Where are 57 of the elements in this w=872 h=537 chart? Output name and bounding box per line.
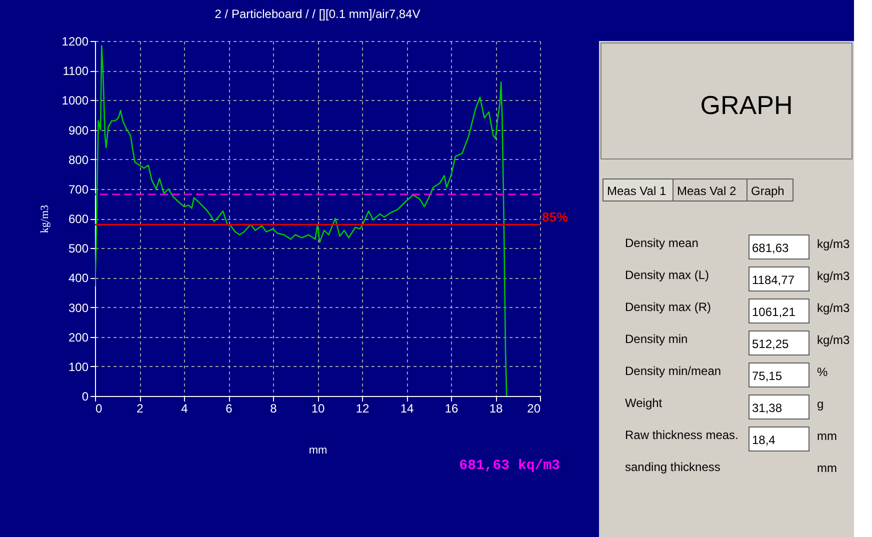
annotation: 85% <box>542 210 568 225</box>
text: 512,25 <box>752 337 790 351</box>
x-tick-label: 10 <box>311 402 325 416</box>
text: Meas Val 2 <box>677 184 736 198</box>
text: mm <box>817 461 837 475</box>
text: 1184,77 <box>752 273 795 287</box>
y-tick-label: 100 <box>68 360 89 374</box>
text: mm <box>817 429 837 443</box>
x-tick-label: 12 <box>356 402 370 416</box>
y-tick-label: 1000 <box>62 94 89 108</box>
text: 1061,21 <box>752 305 796 319</box>
y-tick-label: 1200 <box>62 34 89 48</box>
text: % <box>817 365 828 379</box>
text: Weight <box>625 396 663 410</box>
x-axis-title: mm <box>308 444 328 456</box>
x-tick-label: 16 <box>444 402 458 416</box>
y-tick-label: 300 <box>68 300 89 315</box>
text: Density min/mean <box>625 364 722 378</box>
text: kg/m3 <box>817 269 850 283</box>
line-series <box>95 45 508 396</box>
text: Density mean <box>625 236 698 250</box>
text: 18,4 <box>752 433 776 447</box>
y-tick-label: 500 <box>68 242 89 256</box>
y-tick-label: 700 <box>68 182 89 196</box>
x-tick-label: 14 <box>400 402 414 416</box>
text: Graph <box>751 184 784 198</box>
chart-title: 2 / Particleboard / / [][0.1 mm]/air7,84V <box>214 7 420 21</box>
x-tick-label: 2 <box>136 402 144 416</box>
y-tick-label: 200 <box>68 330 89 344</box>
text: Density max (R) <box>625 300 712 314</box>
x-tick-label: 6 <box>226 402 233 416</box>
y-tick-label: 900 <box>68 123 89 138</box>
text: kg/m3 <box>817 301 850 315</box>
text: Density min <box>625 332 688 346</box>
text: Density max (L) <box>625 268 710 282</box>
x-tick-label: 8 <box>270 402 278 416</box>
text: sanding thickness <box>625 460 720 474</box>
y-tick-label: 800 <box>68 152 89 167</box>
text: 681,63 kq/m3 <box>459 458 560 474</box>
text: g <box>817 397 824 411</box>
text: 31,38 <box>752 401 782 415</box>
text: kg/m3 <box>817 333 850 347</box>
y-tick-label: 400 <box>68 271 89 286</box>
x-tick-label: 0 <box>96 402 102 416</box>
text: 681,63 <box>752 241 790 255</box>
text: Raw thickness meas. <box>625 428 738 442</box>
x-tick-label: 20 <box>527 402 541 416</box>
y-tick-label: 0 <box>82 390 89 404</box>
x-tick-label: 4 <box>181 402 188 416</box>
x-tick-label: 18 <box>489 402 503 416</box>
y-tick-label: 600 <box>68 212 89 226</box>
text: 75,15 <box>752 369 782 383</box>
text: Meas Val 1 <box>607 184 666 198</box>
y-tick-label: 1100 <box>62 64 89 78</box>
y-axis-title: kg/m3 <box>38 204 51 234</box>
text: kg/m3 <box>817 237 850 251</box>
text: GRAPH <box>700 90 793 120</box>
